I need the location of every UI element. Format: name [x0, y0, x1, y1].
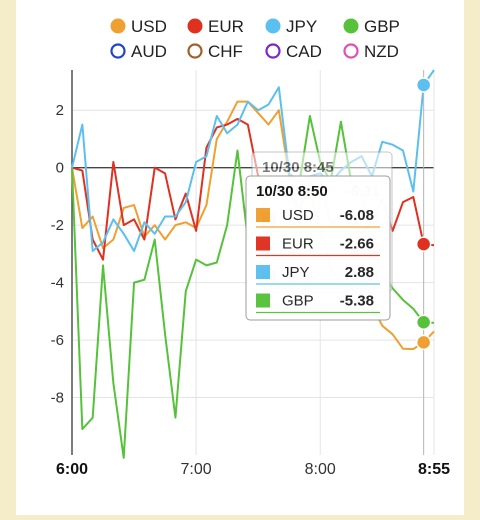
legend-label: USD	[131, 17, 167, 36]
tooltip-time: 10/30 8:50	[256, 183, 328, 200]
y-tick-label: -8	[51, 390, 64, 407]
tooltip-value: 2.88	[345, 264, 374, 281]
tooltip-label: JPY	[282, 264, 310, 281]
tooltip-swatch-icon	[256, 208, 270, 222]
fx-strength-chart[interactable]: USD EUR JPY GBP AUD CHF CAD NZD 2 0 -2 -4 -6 -8 6:00 7:…	[16, 0, 464, 515]
x-tick-label: 8:55	[418, 461, 450, 478]
hover-point-gbp	[415, 314, 432, 331]
legend-label: JPY	[286, 17, 317, 36]
hover-point-usd	[415, 334, 432, 351]
legend-marker-icon	[343, 43, 359, 59]
legend-item-jpy[interactable]: JPY	[265, 17, 318, 36]
tooltip-time: 10/30 8:45	[262, 159, 334, 176]
legend-marker-icon	[110, 18, 126, 34]
tooltip-label: EUR	[282, 236, 314, 253]
legend-item-nzd[interactable]: NZD	[343, 42, 399, 61]
x-tick-label: 7:00	[181, 461, 212, 478]
y-tick-label: -4	[51, 275, 64, 292]
legend-label: AUD	[131, 42, 167, 61]
legend: USD EUR JPY GBP AUD CHF CAD NZD	[110, 17, 400, 61]
grid: 2 0 -2 -4 -6 -8 6:00 7:00 8:00 8:55	[51, 70, 450, 478]
legend-label: NZD	[364, 42, 399, 61]
y-tick-label: -2	[51, 217, 64, 234]
legend-marker-icon	[187, 43, 203, 59]
tooltip-label: GBP	[282, 293, 314, 310]
hover-point-eur	[415, 236, 432, 252]
x-tick-label: 8:00	[305, 461, 336, 478]
legend-label: CAD	[286, 42, 322, 61]
legend-label: EUR	[208, 17, 244, 36]
legend-label: GBP	[364, 17, 400, 36]
legend-item-eur[interactable]: EUR	[187, 17, 244, 36]
legend-marker-icon	[265, 18, 281, 34]
tooltip-swatch-icon	[256, 265, 270, 279]
legend-item-usd[interactable]: USD	[110, 17, 167, 36]
tooltip-value: -6.08	[340, 207, 374, 224]
legend-marker-icon	[343, 18, 359, 34]
legend-marker-icon	[265, 43, 281, 59]
legend-label: CHF	[208, 42, 243, 61]
y-tick-label: -6	[51, 332, 64, 349]
tooltip-swatch-icon	[256, 236, 270, 251]
y-tick-label: 2	[56, 102, 64, 119]
legend-marker-icon	[187, 18, 203, 34]
tooltip-value: -5.38	[340, 293, 374, 310]
chart-panel: USD EUR JPY GBP AUD CHF CAD NZD 2 0 -2 -4 -6 -8 6:00 7:…	[16, 0, 464, 515]
legend-item-cad[interactable]: CAD	[265, 42, 322, 61]
y-tick-label: 0	[56, 160, 64, 177]
legend-item-aud[interactable]: AUD	[110, 42, 167, 61]
legend-item-chf[interactable]: CHF	[187, 42, 243, 61]
tooltip-value: -2.66	[340, 236, 374, 253]
legend-marker-icon	[110, 43, 126, 59]
hover-point-jpy	[415, 77, 432, 93]
tooltip-label: USD	[282, 207, 314, 224]
tooltip: 10/30 8:50 USD -6.08 EUR -2.66 JPY 2.88 GBP -5.3…	[245, 175, 391, 321]
tooltip-swatch-icon	[256, 293, 270, 308]
x-tick-label: 6:00	[56, 461, 88, 478]
legend-item-gbp[interactable]: GBP	[343, 17, 400, 36]
